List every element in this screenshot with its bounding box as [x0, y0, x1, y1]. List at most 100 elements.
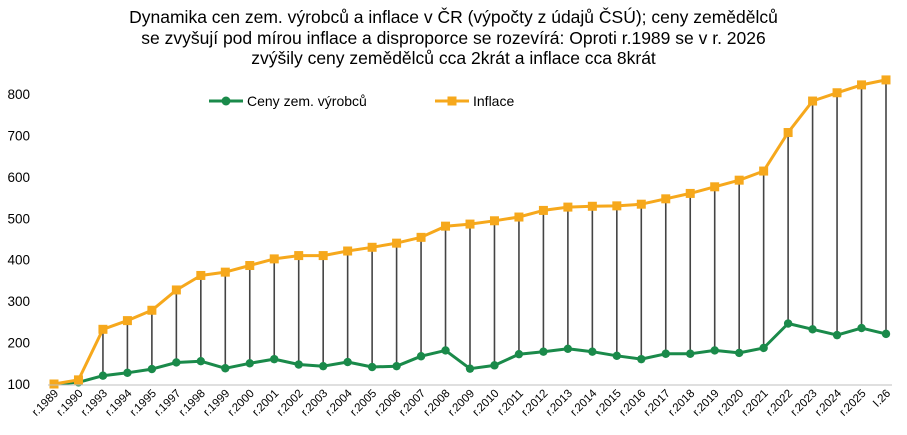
x-tick-label: r.2000	[226, 388, 257, 419]
data-point	[245, 261, 255, 271]
title-line-1: Dynamika cen zem. výrobců a inflace v ČR…	[129, 7, 778, 27]
data-point	[881, 75, 891, 85]
data-point	[318, 361, 328, 371]
data-point	[637, 354, 646, 364]
x-tick-label: r.2022	[764, 388, 795, 419]
x-tick-label: r.2010	[470, 388, 501, 419]
data-point	[490, 361, 499, 370]
data-point	[220, 267, 230, 277]
data-point	[270, 354, 279, 364]
title-line-3: zvýšily ceny zemědělců cca 2krát a infla…	[251, 48, 656, 68]
data-point	[734, 175, 744, 185]
x-tick-label: r.2012	[519, 388, 550, 419]
x-tick-label: r.2014	[568, 387, 600, 419]
data-point	[196, 270, 206, 280]
x-tick-label: r.1998	[177, 388, 208, 419]
data-point	[538, 205, 548, 215]
data-point	[171, 285, 181, 295]
x-tick-label: r.2001	[250, 388, 281, 419]
data-point	[441, 221, 451, 231]
y-tick-label: 600	[7, 170, 30, 185]
data-point	[783, 128, 793, 138]
data-point	[857, 80, 867, 90]
data-point	[416, 232, 426, 242]
data-point	[465, 219, 475, 229]
legend-marker-0	[221, 96, 231, 106]
data-point	[539, 347, 548, 356]
data-point	[392, 361, 401, 371]
x-tick-label: r.2024	[813, 387, 845, 419]
y-tick-label: 200	[7, 336, 30, 351]
data-point	[563, 202, 573, 212]
x-tick-label: r.2003	[299, 388, 330, 419]
x-tick-label: r.1993	[79, 388, 110, 419]
x-tick-label: r.2016	[617, 388, 648, 419]
y-tick-label: 100	[7, 377, 30, 392]
x-tick-label: r.1989	[30, 388, 61, 419]
data-point	[661, 194, 671, 204]
data-point	[98, 324, 108, 334]
data-point	[294, 360, 303, 369]
x-tick-label: r.2021	[740, 388, 771, 419]
data-point	[661, 349, 670, 358]
data-point	[73, 375, 83, 385]
x-tick-label: r.2007	[397, 388, 428, 419]
data-point	[441, 346, 450, 355]
x-tick-label: r.2008	[422, 388, 453, 419]
series-layer	[49, 75, 891, 389]
legend-label-1: Inflace	[473, 93, 514, 109]
data-point	[808, 325, 817, 334]
legend: Ceny zem. výrobců Inflace	[209, 93, 514, 109]
data-point	[221, 364, 230, 373]
data-point	[808, 96, 818, 106]
data-point	[832, 88, 842, 98]
x-tick-label: I.26	[871, 388, 893, 410]
y-axis-ticks: 100 200 300 400 500 600 700 800	[7, 87, 30, 392]
x-tick-label: r.2019	[691, 388, 722, 419]
data-point	[318, 251, 328, 261]
x-tick-label: r.1990	[54, 388, 85, 419]
data-point	[588, 347, 597, 356]
x-tick-label: r.1999	[201, 388, 232, 419]
x-tick-label: r.2023	[789, 388, 820, 419]
data-point	[196, 357, 206, 366]
data-point	[759, 343, 768, 353]
y-tick-label: 700	[7, 128, 30, 143]
data-point	[465, 364, 475, 373]
data-point	[392, 238, 402, 248]
x-tick-label: r.2005	[348, 388, 379, 419]
data-point	[832, 330, 842, 340]
data-point	[49, 379, 59, 389]
legend-marker-1	[447, 96, 457, 106]
x-tick-label: r.2017	[642, 388, 673, 419]
data-point	[489, 216, 499, 226]
legend-label-0: Ceny zem. výrobců	[247, 93, 367, 109]
x-tick-label: r.2006	[373, 388, 404, 419]
data-point	[612, 351, 622, 361]
data-point	[245, 359, 254, 368]
x-tick-label: r.2013	[544, 388, 575, 419]
data-point	[367, 362, 377, 372]
x-tick-label: r.2002	[275, 388, 306, 419]
y-tick-label: 300	[7, 294, 30, 309]
data-point	[343, 246, 353, 256]
y-tick-label: 400	[7, 253, 30, 268]
data-point	[147, 364, 157, 374]
x-tick-label: r.2018	[666, 388, 697, 419]
x-tick-label: r.2020	[715, 388, 746, 419]
data-point	[514, 212, 524, 222]
data-point	[343, 357, 352, 367]
data-point	[587, 201, 597, 211]
data-point	[881, 329, 891, 339]
data-point	[269, 254, 279, 264]
data-point	[636, 199, 646, 209]
x-tick-label: r.1997	[152, 388, 183, 419]
data-point	[98, 371, 108, 380]
data-point	[122, 316, 132, 326]
x-tick-label: r.2015	[593, 388, 624, 419]
x-tick-label: r.1994	[103, 387, 135, 419]
data-point	[710, 346, 719, 355]
data-point	[783, 319, 793, 328]
data-point	[123, 368, 132, 378]
